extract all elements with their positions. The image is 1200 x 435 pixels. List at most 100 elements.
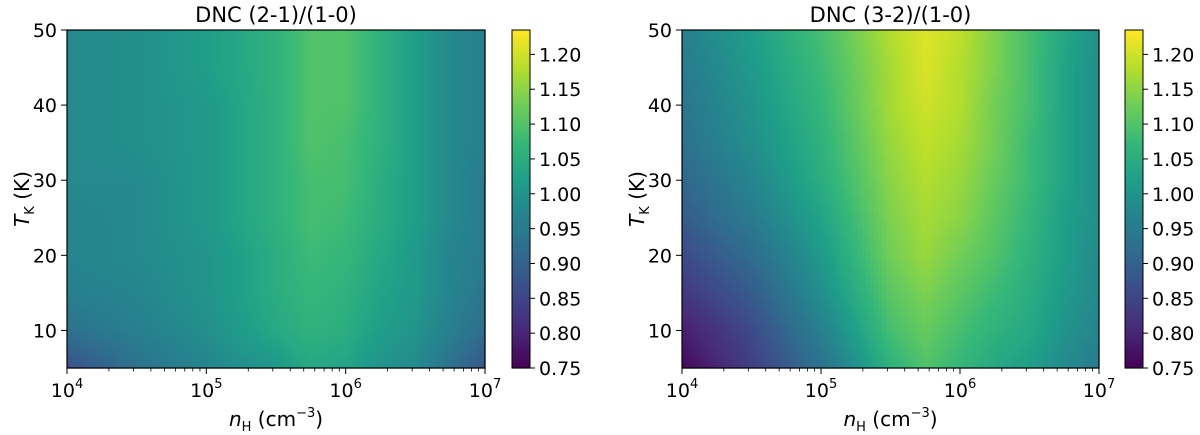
heatmap-cell	[139, 122, 144, 127]
heatmap-cell	[119, 334, 124, 339]
heatmap-cell	[159, 238, 164, 243]
heatmap-cell	[199, 330, 204, 335]
heatmap-cell	[207, 170, 212, 175]
heatmap-cell	[135, 346, 140, 351]
heatmap-cell	[199, 106, 204, 111]
heatmap-cell	[131, 290, 136, 295]
heatmap-cell	[147, 70, 152, 75]
heatmap-cell	[79, 306, 84, 311]
heatmap-cell	[275, 278, 280, 283]
heatmap-cell	[171, 78, 176, 83]
heatmap-cell	[147, 138, 152, 143]
heatmap-cell	[287, 98, 292, 103]
heatmap-cell	[147, 30, 152, 35]
heatmap-cell	[87, 154, 92, 159]
heatmap-cell	[179, 274, 184, 279]
heatmap-cell	[287, 30, 292, 35]
heatmap-cell	[151, 122, 156, 127]
heatmap-cell	[83, 134, 88, 139]
heatmap-cell	[215, 218, 220, 223]
heatmap-cell	[279, 230, 284, 235]
heatmap-cell	[199, 262, 204, 267]
heatmap-cell	[275, 70, 280, 75]
heatmap-cell	[283, 170, 288, 175]
heatmap-cell	[123, 198, 128, 203]
heatmap-cell	[267, 310, 272, 315]
heatmap-cell	[115, 226, 120, 231]
heatmap-cell	[131, 110, 136, 115]
heatmap-cell	[131, 130, 136, 135]
heatmap-cell	[283, 54, 288, 59]
heatmap-cell	[143, 326, 148, 331]
heatmap-cell	[211, 98, 216, 103]
heatmap-cell	[275, 142, 280, 147]
heatmap-cell	[251, 42, 256, 47]
heatmap-cell	[219, 266, 224, 271]
heatmap-cell	[171, 34, 176, 39]
heatmap-cell	[187, 142, 192, 147]
heatmap-cell	[195, 54, 200, 59]
heatmap-cell	[179, 178, 184, 183]
heatmap-cell	[219, 250, 224, 255]
heatmap-cell	[119, 226, 124, 231]
heatmap-cell	[119, 106, 124, 111]
heatmap-cell	[75, 30, 80, 35]
heatmap-cell	[95, 182, 100, 187]
heatmap-cell	[143, 330, 148, 335]
heatmap-cell	[243, 170, 248, 175]
heatmap-cell	[255, 94, 260, 99]
heatmap-cell	[179, 250, 184, 255]
heatmap-cell	[83, 178, 88, 183]
heatmap-cell	[111, 54, 116, 59]
heatmap-cell	[235, 162, 240, 167]
heatmap-cell	[179, 66, 184, 71]
heatmap-cell	[291, 122, 296, 127]
heatmap-cell	[203, 302, 208, 307]
heatmap-cell	[87, 334, 92, 339]
heatmap-cell	[279, 278, 284, 283]
heatmap-cell	[263, 326, 268, 331]
heatmap-cell	[283, 302, 288, 307]
heatmap-cell	[255, 178, 260, 183]
heatmap-cell	[159, 62, 164, 67]
heatmap-cell	[271, 114, 276, 119]
heatmap-cell	[155, 162, 160, 167]
heatmap-cell	[299, 202, 304, 207]
heatmap-cell	[151, 354, 156, 359]
heatmap-cell	[103, 86, 108, 91]
heatmap-cell	[287, 210, 292, 215]
heatmap-cell	[135, 222, 140, 227]
heatmap-cell	[155, 194, 160, 199]
heatmap-cell	[83, 270, 88, 275]
heatmap-cell	[247, 82, 252, 87]
heatmap-cell	[255, 230, 260, 235]
heatmap-cell	[207, 70, 212, 75]
heatmap-cell	[239, 122, 244, 127]
heatmap-cell	[263, 230, 268, 235]
heatmap-cell	[235, 346, 240, 351]
heatmap-cell	[291, 82, 296, 87]
heatmap-cell	[155, 122, 160, 127]
heatmap-cell	[123, 218, 128, 223]
heatmap-cell	[87, 290, 92, 295]
heatmap-cell	[191, 246, 196, 251]
heatmap-cell	[127, 50, 132, 55]
heatmap-cell	[163, 230, 168, 235]
heatmap-cell	[267, 342, 272, 347]
heatmap-cell	[143, 86, 148, 91]
heatmap-cell	[275, 134, 280, 139]
heatmap-cell	[163, 146, 168, 151]
heatmap-cell	[75, 74, 80, 79]
heatmap-cell	[235, 330, 240, 335]
heatmap-cell	[131, 218, 136, 223]
heatmap-cell	[287, 286, 292, 291]
heatmap-cell	[115, 190, 120, 195]
heatmap-cell	[115, 362, 120, 367]
heatmap-cell	[171, 346, 176, 351]
heatmap-cell	[91, 198, 96, 203]
heatmap-cell	[227, 238, 232, 243]
heatmap-cell	[231, 154, 236, 159]
heatmap-cell	[211, 282, 216, 287]
heatmap-cell	[119, 202, 124, 207]
heatmap-cell	[111, 194, 116, 199]
